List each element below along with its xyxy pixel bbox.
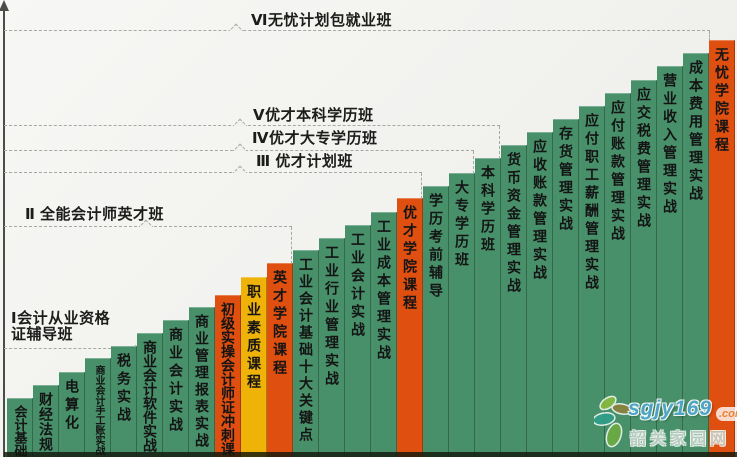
bar-label: 会计基础 — [12, 405, 28, 457]
bar-5: 税务实战 — [111, 346, 137, 457]
bar-17: 学历考前辅导 — [423, 186, 449, 457]
axis-arrow-icon — [0, 0, 9, 11]
bar-label: 应付职工薪酬管理实战 — [584, 113, 600, 293]
watermark-tld-text: .com — [716, 407, 737, 421]
bar-21: 应收账款管理实战 — [527, 132, 553, 457]
bar-1: 会计基础 — [7, 398, 33, 457]
bar-label: 电算化 — [64, 379, 80, 433]
watermark-site-text: sgjy169 — [628, 397, 713, 420]
bar-27: 成本费用管理实战 — [683, 53, 709, 457]
bar-14: 工业会计实战 — [345, 225, 371, 457]
bar-label: 无忧学院课程 — [714, 47, 730, 155]
bar-28: 无忧学院课程 — [709, 40, 735, 457]
bar-label: 应付账款管理实战 — [610, 100, 626, 244]
bar-label: 营业收入管理实战 — [662, 73, 678, 217]
bar-11: 英才学院课程 — [267, 263, 293, 457]
level-line-6 — [4, 23, 710, 41]
bar-2: 财经法规 — [33, 385, 59, 457]
bar-23: 应付职工薪酬管理实战 — [579, 106, 605, 457]
level-label-4: Ⅳ优才大专学历班 — [252, 130, 378, 147]
bar-8: 商业管理报表实战 — [189, 307, 215, 457]
level-line-4 — [4, 143, 474, 174]
watermark-name-text: 韶关家园网 — [630, 431, 731, 448]
bar-label: 初级实操会计师证冲刺课 — [220, 302, 236, 456]
bar-25: 应交税费管理实战 — [631, 80, 657, 457]
bar-7: 商业会计实战 — [163, 320, 189, 457]
bar-label: 学历考前辅导 — [428, 193, 444, 301]
level-label-1: Ⅰ会计从业资格 证辅导班 — [11, 310, 111, 343]
bar-19: 本科学历班 — [475, 158, 501, 457]
bar-4: 商业会计手工账实战 — [85, 358, 111, 457]
level-label-6: Ⅵ无忧计划包就业班 — [251, 12, 392, 29]
y-axis — [3, 10, 5, 457]
bar-16: 优才学院课程 — [397, 198, 423, 457]
bar-label: 英才学院课程 — [272, 270, 288, 378]
bar-22: 存货管理实战 — [553, 119, 579, 457]
bar-label: 工业成本管理实战 — [376, 219, 392, 363]
bar-10: 职业素质课程 — [241, 277, 267, 457]
bar-label: 工业行业管理实战 — [324, 245, 340, 389]
bar-label: 税务实战 — [116, 353, 132, 425]
bar-15: 工业成本管理实战 — [371, 212, 397, 457]
bar-12: 工业会计基础十大关键点 — [293, 250, 319, 457]
bar-label: 商业会计软件实战 — [142, 340, 158, 452]
bar-18: 大专学历班 — [449, 173, 475, 457]
bar-label: 货币资金管理实战 — [506, 152, 522, 296]
bar-20: 货币资金管理实战 — [501, 145, 527, 457]
bar-label: 工业会计基础十大关键点 — [298, 257, 314, 444]
bar-label: 本科学历班 — [480, 165, 496, 255]
level-label-5: Ⅴ优才本科学历班 — [253, 107, 374, 124]
bar-label: 商业管理报表实战 — [194, 314, 210, 450]
bar-label: 大专学历班 — [454, 180, 470, 270]
bar-label: 财经法规 — [38, 392, 54, 452]
level-line-5 — [4, 118, 500, 159]
bar-label: 商业会计实战 — [168, 327, 184, 435]
bar-label: 商业会计手工账实战 — [93, 365, 104, 455]
baseline-strip — [4, 452, 737, 457]
bar-3: 电算化 — [59, 372, 85, 457]
watermark: sgjy169 .com 韶关家园网 — [594, 391, 737, 455]
level-label-3: Ⅲ 优才计划班 — [256, 153, 353, 170]
bar-label: 应收账款管理实战 — [532, 139, 548, 283]
bar-label: 成本费用管理实战 — [688, 60, 704, 204]
bar-9: 初级实操会计师证冲刺课 — [215, 295, 241, 457]
bar-6: 商业会计软件实战 — [137, 333, 163, 457]
level-label-2: Ⅱ 全能会计师英才班 — [25, 206, 165, 223]
bar-label: 职业素质课程 — [246, 284, 262, 392]
level-line-2 — [4, 219, 292, 264]
level-line-3 — [4, 165, 422, 199]
bar-26: 营业收入管理实战 — [657, 66, 683, 457]
bar-13: 工业行业管理实战 — [319, 238, 345, 457]
flower-logo-icon — [594, 395, 633, 448]
bar-label: 工业会计实战 — [350, 232, 366, 340]
bar-label: 存货管理实战 — [558, 126, 574, 234]
bar-label: 优才学院课程 — [402, 205, 418, 313]
bar-label: 应交税费管理实战 — [636, 87, 652, 231]
